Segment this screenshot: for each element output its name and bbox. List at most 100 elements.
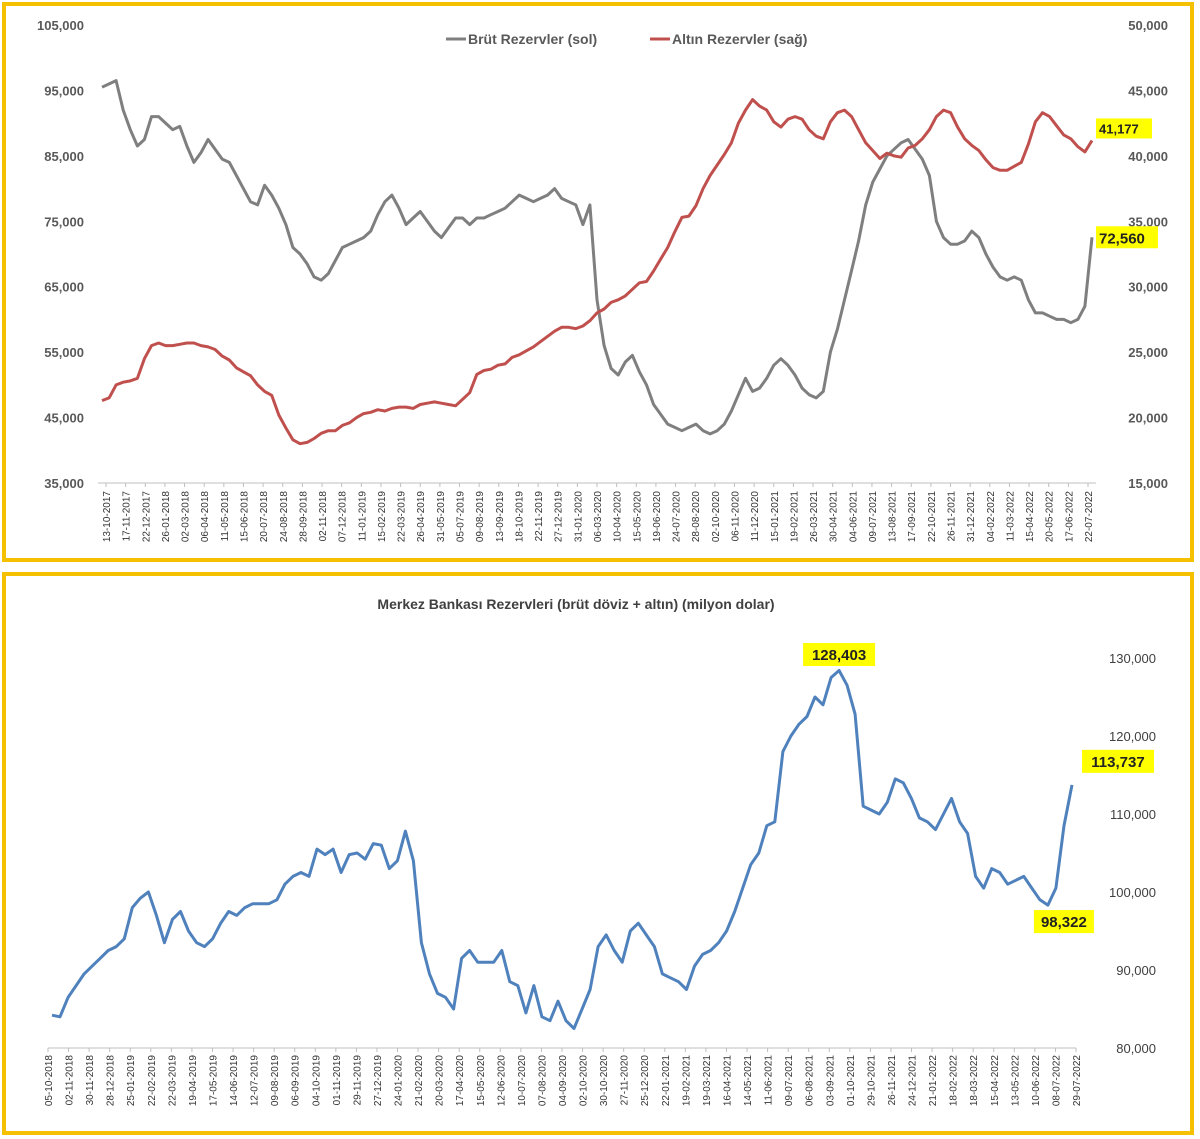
x-tick-label: 09-07-2021 (784, 1055, 795, 1107)
x-tick-label: 06-03-2020 (593, 491, 604, 543)
x-tick-label: 25-12-2020 (640, 1055, 651, 1107)
x-tick-label: 04-10-2019 (311, 1055, 322, 1107)
legend-label-gold: Altın Rezervler (sağ) (672, 31, 807, 47)
x-tick-label: 22-02-2019 (147, 1055, 158, 1107)
y-tick-label: 80,000 (1116, 1041, 1156, 1056)
gold-last-value-badge (1096, 118, 1152, 139)
x-tick-label: 27-12-2019 (554, 491, 565, 543)
total-reserves-chart: Merkez Bankası Rezervleri (brüt döviz + … (44, 596, 1156, 1107)
y-right-tick-label: 15,000 (1128, 476, 1168, 491)
x-tick-label: 22-10-2021 (927, 491, 938, 543)
x-tick-label: 15-02-2019 (377, 491, 388, 543)
gold-last-value-label: 41,177 (1099, 121, 1139, 136)
x-tick-label: 08-07-2022 (1051, 1055, 1062, 1107)
x-tick-label: 06-04-2018 (200, 491, 211, 543)
y-left-tick-label: 35,000 (44, 476, 84, 491)
x-tick-label: 13-09-2019 (495, 491, 506, 543)
x-tick-label: 02-10-2020 (711, 491, 722, 543)
x-tick-label: 30-04-2021 (829, 491, 840, 543)
gross-reserves-line (101, 79, 1094, 436)
x-tick-label: 09-08-2019 (270, 1055, 281, 1107)
x-tick-label: 26-01-2018 (161, 491, 172, 543)
x-tick-label: 30-11-2018 (85, 1055, 96, 1106)
y-tick-label: 100,000 (1109, 885, 1156, 900)
x-tick-label: 29-11-2019 (352, 1055, 363, 1106)
x-tick-label: 02-03-2018 (181, 491, 192, 543)
x-tick-label: 10-06-2022 (1031, 1055, 1042, 1107)
x-tick-label: 09-07-2021 (868, 491, 879, 543)
x-tick-label: 15-04-2022 (1025, 491, 1036, 543)
x-tick-label: 17-09-2021 (907, 491, 918, 543)
x-tick-label: 17-06-2022 (1064, 491, 1075, 543)
x-tick-label: 07-12-2018 (338, 491, 349, 543)
x-tick-label: 02-11-2018 (318, 491, 329, 542)
x-tick-label: 18-03-2022 (969, 1055, 980, 1107)
x-tick-label: 11-01-2019 (357, 491, 368, 542)
trough-value-label: 98,322 (1041, 914, 1087, 931)
x-tick-label: 04-09-2020 (558, 1055, 569, 1107)
y-right-tick-label: 45,000 (1128, 83, 1168, 98)
trough-value-badge (1033, 910, 1094, 934)
peak-value-badge (803, 643, 876, 666)
x-tick-label: 15-05-2020 (476, 1055, 487, 1107)
x-tick-label: 11-05-2018 (220, 491, 231, 542)
x-tick-label: 28-12-2018 (106, 1055, 117, 1107)
x-tick-label: 29-07-2022 (1072, 1055, 1083, 1107)
y-left-tick-label: 95,000 (44, 83, 84, 98)
x-tick-label: 15-05-2020 (632, 491, 643, 543)
x-tick-label: 15-04-2022 (990, 1055, 1001, 1107)
x-tick-label: 05-07-2019 (456, 491, 467, 543)
x-tick-label: 18-10-2019 (514, 491, 525, 543)
y-right-tick-label: 50,000 (1128, 18, 1168, 33)
x-tick-label: 28-09-2018 (298, 491, 309, 543)
y-left-tick-label: 65,000 (44, 280, 84, 295)
x-tick-label: 19-04-2019 (188, 1055, 199, 1107)
x-tick-label: 14-05-2021 (743, 1055, 754, 1107)
x-tick-label: 25-01-2019 (126, 1055, 137, 1107)
x-tick-label: 14-06-2019 (229, 1055, 240, 1107)
y-right-tick-label: 20,000 (1128, 411, 1168, 426)
x-tick-label: 24-07-2020 (672, 491, 683, 543)
x-tick-label: 06-08-2021 (805, 1055, 816, 1107)
chart-title: Merkez Bankası Rezervleri (brüt döviz + … (377, 596, 774, 612)
x-tick-label: 20-07-2018 (259, 491, 270, 543)
x-tick-label: 24-12-2021 (908, 1055, 919, 1107)
x-tick-label: 01-10-2021 (846, 1055, 857, 1107)
gross-last-value-badge (1096, 226, 1158, 249)
x-tick-label: 15-06-2018 (239, 491, 250, 543)
y-right-tick-label: 30,000 (1128, 280, 1168, 295)
x-tick-label: 31-12-2021 (966, 491, 977, 543)
gross-last-value-label: 72,560 (1099, 230, 1145, 247)
x-tick-label: 13-08-2021 (888, 491, 899, 543)
x-tick-label: 19-02-2021 (681, 1055, 692, 1107)
x-tick-label: 12-07-2019 (250, 1055, 261, 1107)
x-tick-label: 02-10-2020 (579, 1055, 590, 1107)
x-tick-label: 26-11-2021 (887, 1055, 898, 1106)
peak-value-label: 128,403 (812, 647, 866, 664)
x-tick-label: 13-05-2022 (1010, 1055, 1021, 1107)
x-tick-label: 16-04-2021 (722, 1055, 733, 1107)
x-tick-label: 21-02-2020 (414, 1055, 425, 1107)
x-tick-label: 04-02-2022 (986, 491, 997, 543)
x-tick-label: 06-09-2019 (291, 1055, 302, 1107)
reserves-dual-axis-chart-panel: 105,000 95,000 85,000 75,000 65,000 55,000 45,… (2, 2, 1194, 562)
x-tick-label: 28-08-2020 (691, 491, 702, 543)
x-tick-label: 02-11-2018 (65, 1055, 76, 1106)
x-tick-label: 21-01-2022 (928, 1055, 939, 1107)
x-tick-label: 26-03-2021 (809, 491, 820, 543)
total-reserves-line (51, 669, 1074, 1030)
y-tick-label: 110,000 (1110, 807, 1156, 822)
x-tick-label: 19-03-2021 (702, 1055, 713, 1107)
x-tick-label: 22-07-2022 (1084, 491, 1095, 543)
x-tick-label: 20-03-2020 (435, 1055, 446, 1107)
x-tick-label: 03-09-2021 (825, 1055, 836, 1107)
x-tick-label: 17-11-2017 (122, 491, 133, 542)
x-tick-label: 05-10-2018 (44, 1055, 55, 1107)
x-tick-label: 22-12-2017 (141, 491, 152, 543)
y-left-tick-label: 55,000 (44, 345, 84, 360)
y-tick-label: 130,000 (1109, 651, 1156, 666)
reserves-dual-axis-chart: 105,000 95,000 85,000 75,000 65,000 55,000 45,… (37, 18, 1168, 543)
x-tick-label: 07-08-2020 (537, 1055, 548, 1107)
x-tick-label: 11-12-2020 (750, 491, 761, 542)
x-tick-label: 11-06-2021 (764, 1055, 775, 1106)
